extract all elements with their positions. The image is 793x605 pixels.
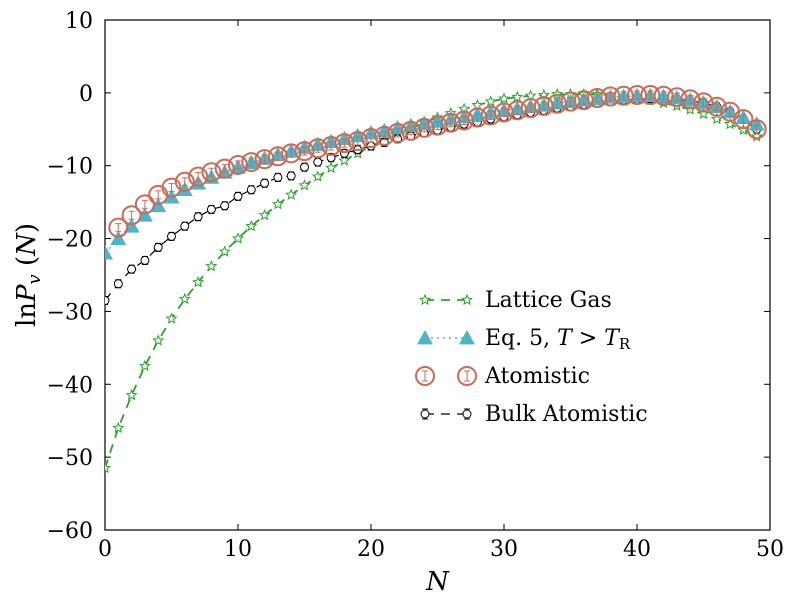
chart-container: 0 10 20 30 40 50 −60 −50 −40 −30 −20 −10 0 10 NlnPv (N… xyxy=(0,0,793,605)
legend-label: Bulk Atomistic xyxy=(485,402,648,427)
y-tick-label: 10 xyxy=(65,9,93,34)
legend-label: Atomistic xyxy=(484,364,590,389)
y-tick-label: −10 xyxy=(47,155,93,180)
x-axis-title: N xyxy=(425,567,450,597)
x-tick-label: 30 xyxy=(490,537,518,562)
series-eq5 xyxy=(97,88,765,260)
legend: Lattice Gas Eq. 5, T > TR Atomistic Bulk At… xyxy=(416,288,648,427)
legend-item-eq5: Eq. 5, T > TR xyxy=(417,326,631,353)
plot-frame xyxy=(105,20,770,530)
series-lattice_gas xyxy=(100,89,761,472)
x-tick-label: 10 xyxy=(224,537,252,562)
y-tick-label: −20 xyxy=(47,228,93,253)
y-axis-title: lnPv (N) xyxy=(12,223,45,327)
chart-svg: 0 10 20 30 40 50 −60 −50 −40 −30 −20 −10 0 10 NlnPv (N… xyxy=(0,0,793,605)
x-tick-label: 40 xyxy=(623,537,651,562)
x-tick-label: 0 xyxy=(98,537,112,562)
legend-item-lattice_gas: Lattice Gas xyxy=(420,288,612,313)
x-tick-label: 50 xyxy=(756,537,784,562)
y-tick-label: −40 xyxy=(47,373,93,398)
legend-item-bulk: Bulk Atomistic xyxy=(421,402,648,427)
legend-label: Lattice Gas xyxy=(485,288,612,313)
y-tick-label: −60 xyxy=(47,519,93,544)
y-tick-label: −50 xyxy=(47,446,93,471)
y-tick-label: −30 xyxy=(47,300,93,325)
x-tick-label: 20 xyxy=(357,537,385,562)
y-tick-label: 0 xyxy=(79,82,93,107)
legend-item-atomistic: Atomistic xyxy=(416,364,590,389)
legend-label: Eq. 5, T > TR xyxy=(485,326,631,353)
series-atomistic xyxy=(109,86,765,237)
